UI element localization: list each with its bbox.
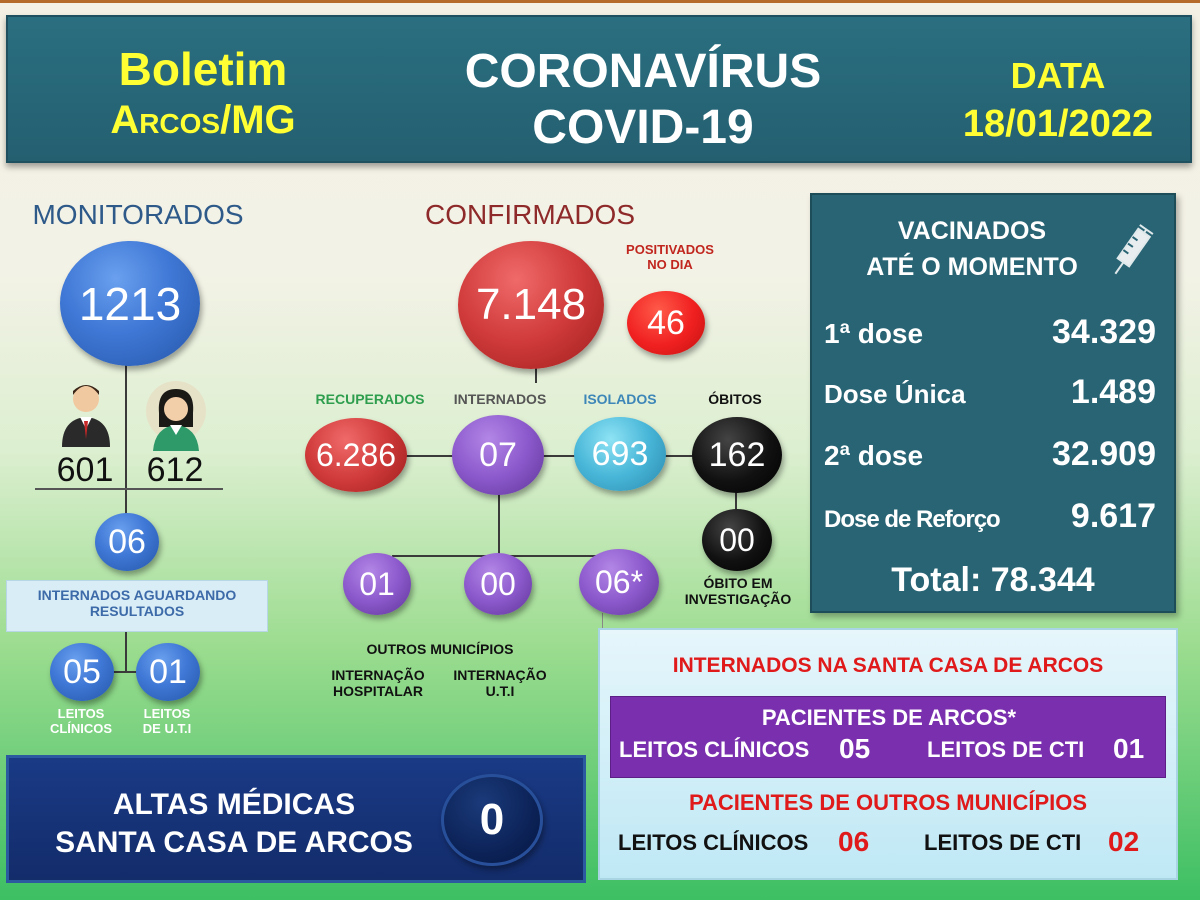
- internados-aguardando-label: INTERNADOS AGUARDANDO RESULTADOS: [37, 587, 237, 620]
- main-title-line1: CORONAVÍRUS: [464, 45, 822, 98]
- vacinados-title-2: ATÉ O MOMENTO: [866, 253, 1078, 281]
- outros-municipios-label: OUTROS MUNICÍPIOS: [366, 641, 514, 657]
- vac-row-label: 1ª dose: [824, 318, 924, 349]
- leitos-uti-label-1: LEITOS: [143, 706, 191, 721]
- monitorados-internados-circle: 06: [95, 513, 159, 571]
- connector-line: [125, 603, 127, 673]
- outros-clinicos-label: LEITOS CLÍNICOS: [618, 830, 809, 855]
- santa-casa-panel: INTERNADOS NA SANTA CASA DE ARCOS PACIEN…: [598, 628, 1178, 880]
- male-avatar-icon: [62, 385, 110, 447]
- internacao-uti-label-2: U.T.I: [485, 683, 515, 700]
- date-label: DATA: [1010, 55, 1106, 96]
- positivados-label: POSITIVADOS NO DIA: [610, 242, 730, 273]
- boletim-title: Boletim: [118, 43, 288, 95]
- positivados-label-1: POSITIVADOS: [626, 242, 714, 257]
- vac-row-value: 9.617: [1070, 497, 1156, 535]
- arcos-clinicos-label: LEITOS CLÍNICOS: [619, 737, 810, 762]
- internacao-uti-label: INTERNAÇÃO U.T.I: [438, 667, 562, 699]
- monitorados-title: MONITORADOS: [32, 199, 244, 230]
- confirmados-total-circle: 7.148: [458, 241, 604, 369]
- vac-row-value: 34.329: [1052, 313, 1156, 351]
- recuperados-label: RECUPERADOS: [315, 391, 425, 407]
- isolados-label: ISOLADOS: [583, 391, 657, 407]
- connector-line: [125, 353, 127, 543]
- obito-investigacao-label-2: INVESTIGAÇÃO: [684, 591, 792, 608]
- monitorados-total-circle: 1213: [60, 241, 200, 366]
- vacinados-panel: VACINADOS ATÉ O MOMENTO 1ª dose 34.329 D…: [810, 193, 1176, 613]
- internacao-uti-label-1: INTERNAÇÃO: [453, 667, 547, 683]
- connector-line: [735, 483, 737, 519]
- altas-label-2: SANTA CASA DE ARCOS: [55, 826, 413, 859]
- connector-line: [400, 455, 740, 457]
- obito-investigacao-circle: 00: [702, 509, 772, 571]
- internacao-hospitalar-label-1: INTERNAÇÃO: [331, 667, 425, 683]
- leitos-uti-circle: 01: [136, 643, 200, 701]
- pacientes-arcos-box: PACIENTES DE ARCOS* LEITOS CLÍNICOS 05 L…: [610, 696, 1166, 778]
- vacinados-title-1: VACINADOS: [897, 217, 1047, 245]
- main-title-line2: COVID-19: [532, 101, 754, 154]
- positivados-label-2: NO DIA: [647, 256, 693, 272]
- city-title: Arcos/MG: [110, 98, 296, 142]
- pacientes-outros-title: PACIENTES DE OUTROS MUNICÍPIOS: [688, 790, 1088, 815]
- connector-line: [535, 358, 537, 383]
- internados-aguardando-box: INTERNADOS AGUARDANDO RESULTADOS: [6, 580, 268, 632]
- internacao-hospitalar-label: INTERNAÇÃO HOSPITALAR: [316, 667, 440, 699]
- obito-investigacao-label: ÓBITO EM INVESTIGAÇÃO: [668, 575, 808, 607]
- internacao-hospitalar-label-2: HOSPITALAR: [333, 683, 423, 700]
- internacao-hospitalar-circle: 00: [464, 553, 532, 615]
- outros-cti-value: 02: [1108, 826, 1140, 857]
- santa-casa-title: INTERNADOS NA SANTA CASA DE ARCOS: [672, 654, 1104, 677]
- obitos-circle: 162: [692, 417, 782, 493]
- altas-medicas-panel: ALTAS MÉDICAS SANTA CASA DE ARCOS 0: [6, 755, 586, 883]
- arcos-cti-label: LEITOS DE CTI: [927, 737, 1085, 762]
- recuperados-circle: 6.286: [305, 418, 407, 492]
- syringe-icon: [1114, 224, 1154, 275]
- outros-municipios-circle: 01: [343, 553, 411, 615]
- confirmados-title: CONFIRMADOS: [425, 199, 635, 230]
- internados-circle: 07: [452, 415, 544, 495]
- altas-value-circle: 0: [441, 774, 543, 866]
- female-count: 612: [146, 451, 204, 489]
- leitos-clinicos-circle: 05: [50, 643, 114, 701]
- vac-row-label: 2ª dose: [824, 440, 924, 471]
- leitos-clinicos-label-1: LEITOS: [57, 706, 105, 721]
- connector-line: [498, 483, 500, 555]
- arcos-cti-value: 01: [1113, 733, 1145, 764]
- male-count: 601: [56, 451, 114, 489]
- leitos-clinicos-label: LEITOS CLÍNICOS: [36, 706, 126, 737]
- connector-line: [95, 671, 155, 673]
- vac-row-dose-reforco: Dose de Reforço 9.617: [824, 497, 1156, 536]
- positivados-circle: 46: [627, 291, 705, 355]
- internados-label: INTERNADOS: [453, 391, 547, 407]
- pacientes-arcos-title: PACIENTES DE ARCOS*: [761, 705, 1017, 730]
- obitos-label: ÓBITOS: [708, 391, 762, 407]
- internacao-uti-circle: 06*: [579, 549, 659, 615]
- date-value: 18/01/2022: [962, 103, 1154, 145]
- obito-investigacao-label-1: ÓBITO EM: [703, 575, 773, 591]
- vac-row-dose-unica: Dose Única 1.489: [824, 373, 1156, 412]
- altas-label-1: ALTAS MÉDICAS: [112, 788, 356, 821]
- outros-cti-label: LEITOS DE CTI: [924, 830, 1082, 855]
- vac-row-2a-dose: 2ª dose 32.909: [824, 435, 1156, 474]
- header-banner: Boletim Arcos/MG CORONAVÍRUS COVID-19 DA…: [6, 15, 1192, 163]
- vacinados-total: Total: 78.344: [891, 561, 1095, 599]
- isolados-circle: 693: [574, 417, 666, 491]
- vac-row-label: Dose de Reforço: [824, 506, 1001, 533]
- leitos-uti-label: LEITOS DE U.T.I: [122, 706, 212, 737]
- vac-row-label: Dose Única: [824, 379, 966, 409]
- divider-line: [35, 488, 223, 490]
- outros-clinicos-value: 06: [838, 826, 870, 857]
- vac-row-value: 1.489: [1070, 373, 1156, 411]
- leitos-uti-label-2: DE U.T.I: [142, 720, 192, 736]
- vac-row-value: 32.909: [1052, 435, 1156, 473]
- leitos-clinicos-label-2: CLÍNICOS: [49, 720, 113, 736]
- arcos-clinicos-value: 05: [839, 733, 871, 764]
- female-avatar-icon: [146, 381, 206, 451]
- vac-row-1a-dose: 1ª dose 34.329: [824, 313, 1156, 352]
